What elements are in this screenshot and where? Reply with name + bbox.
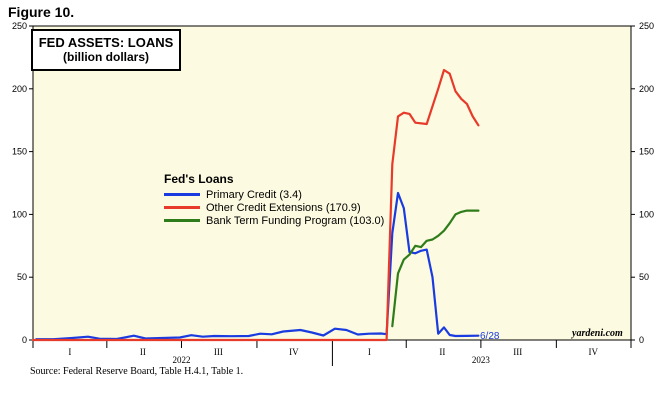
primary-credit-line	[35, 191, 480, 341]
x-quarter-label: III	[214, 347, 223, 357]
x-year-label: 2023	[472, 355, 491, 365]
chart-subtitle: (billion dollars)	[63, 50, 149, 64]
y-tick-label-left: 150	[12, 147, 27, 157]
x-quarter-label: II	[439, 347, 445, 357]
y-tick-label-right: 250	[639, 21, 654, 31]
legend-title: Fed's Loans	[164, 172, 234, 186]
y-tick-label-right: 100	[639, 209, 654, 219]
end-date-label: 6/28	[480, 331, 500, 342]
legend-item-other-credit: Other Credit Extensions (170.9)	[164, 201, 384, 214]
legend-item-btfp: Bank Term Funding Program (103.0)	[164, 214, 384, 227]
chart-title: FED ASSETS: LOANS	[38, 35, 174, 50]
chart-title-box: FED ASSETS: LOANS (billion dollars)	[32, 30, 180, 70]
y-tick-label-right: 200	[639, 84, 654, 94]
figure-label: Figure 10.	[8, 4, 75, 20]
legend-swatch-primary	[164, 193, 200, 196]
y-tick-label-right: 50	[639, 272, 649, 282]
other-credit-line	[31, 68, 480, 342]
x-quarter-label: IV	[289, 347, 299, 357]
y-tick-label-left: 100	[12, 209, 27, 219]
btfp-line	[391, 209, 480, 328]
x-quarter-label: II	[140, 347, 146, 357]
legend-swatch-other	[164, 206, 200, 209]
x-year-label: 2022	[172, 355, 190, 365]
plot-area	[32, 25, 632, 341]
legend-item-primary-credit: Primary Credit (3.4)	[164, 188, 384, 201]
x-quarter-label: I	[68, 347, 71, 357]
y-tick-label-right: 150	[639, 147, 654, 157]
legend-label-other: Other Credit Extensions (170.9)	[206, 201, 361, 214]
y-tick-label-left: 250	[12, 21, 27, 31]
x-quarter-label: I	[368, 347, 371, 357]
legend: Fed's Loans Primary Credit (3.4) Other C…	[164, 172, 384, 227]
x-quarter-label: IV	[589, 347, 599, 357]
x-quarter-label: III	[513, 347, 522, 357]
y-tick-label-right: 0	[639, 335, 644, 345]
legend-label-primary: Primary Credit (3.4)	[206, 188, 302, 201]
y-tick-label-left: 50	[17, 272, 27, 282]
legend-label-btfp: Bank Term Funding Program (103.0)	[206, 214, 385, 227]
source-note: Source: Federal Reserve Board, Table H.4…	[30, 366, 244, 377]
legend-swatch-btfp	[164, 219, 200, 222]
y-tick-label-left: 0	[22, 335, 27, 345]
watermark: yardeni.com	[572, 328, 623, 339]
y-tick-label-left: 200	[12, 84, 27, 94]
